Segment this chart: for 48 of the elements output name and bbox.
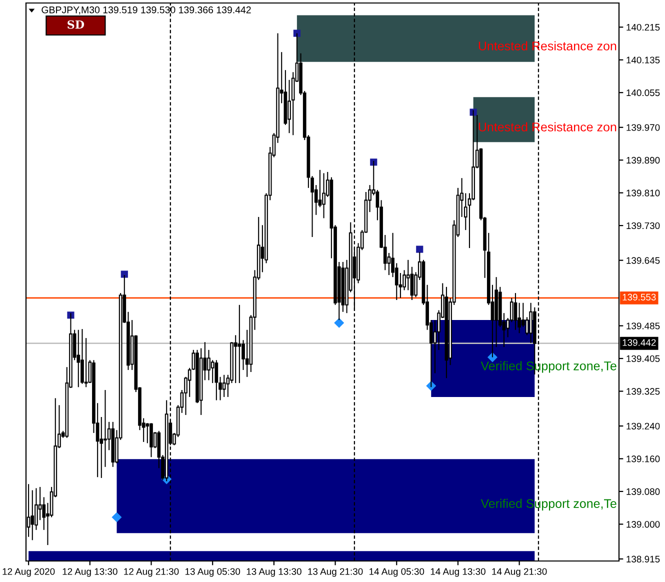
candlestick — [104, 389, 107, 468]
y-tick-label: 139.160 — [626, 456, 660, 462]
y-tick-label: 139.000 — [626, 521, 660, 528]
y-tick-label: 140.055 — [626, 89, 660, 96]
point — [293, 30, 300, 37]
candlestick — [410, 266, 414, 301]
y-tick-label: 139.405 — [626, 355, 660, 362]
candlestick — [150, 422, 153, 458]
candlestick — [76, 329, 80, 388]
candlestick — [207, 349, 210, 381]
candlestick — [238, 304, 242, 384]
x-tick-label: 12 Aug 13:30 — [62, 568, 118, 577]
candlestick — [529, 302, 532, 344]
candlestick — [222, 374, 226, 398]
candlestick — [318, 169, 322, 208]
y-tick-label: 139.970 — [626, 124, 660, 131]
x-tick-label: 14 Aug 21:30 — [492, 568, 547, 577]
y-tick-label: 139.730 — [626, 222, 660, 230]
y-tick-label: 139.240 — [626, 422, 660, 430]
candlestick — [80, 328, 84, 384]
x-tick-label: 14 Aug 13:30 — [430, 568, 486, 577]
chart-title: GBPJPY,M30 139.519 139.530 139.366 139.442 — [42, 6, 251, 14]
point — [112, 512, 122, 522]
point — [416, 246, 424, 253]
candlestick — [214, 360, 218, 401]
x-tick-label: 13 Aug 05:30 — [185, 568, 240, 577]
y-tick-label: 139.325 — [626, 388, 660, 395]
candlestick — [514, 292, 518, 330]
annotation: SD — [68, 20, 84, 29]
ref-line-label: 139.553 — [622, 294, 656, 300]
ref-line-label: 139.442 — [622, 339, 656, 346]
point — [334, 318, 344, 328]
candlestick — [146, 422, 150, 444]
y-tick-label: 138.915 — [626, 556, 660, 562]
x-tick-label: 12 Aug 21:30 — [124, 568, 179, 577]
x-tick-label: 13 Aug 13:30 — [246, 568, 302, 577]
y-tick-label: 139.485 — [626, 322, 660, 330]
y-tick-label: 139.080 — [626, 488, 660, 495]
y-tick-label: 139.645 — [626, 257, 660, 264]
y-tick-label: 140.135 — [626, 56, 660, 64]
candlestick — [322, 172, 326, 219]
y-tick-label: 140.215 — [626, 24, 660, 31]
point — [120, 270, 128, 278]
x-tick-label: 13 Aug 21:30 — [308, 568, 363, 577]
y-tick-label: 139.810 — [626, 190, 660, 196]
y-tick-label: 139.890 — [626, 156, 660, 164]
x-tick-label: 14 Aug 05:30 — [370, 568, 424, 577]
x-tick-label: 12 Aug 2020 — [2, 568, 55, 577]
